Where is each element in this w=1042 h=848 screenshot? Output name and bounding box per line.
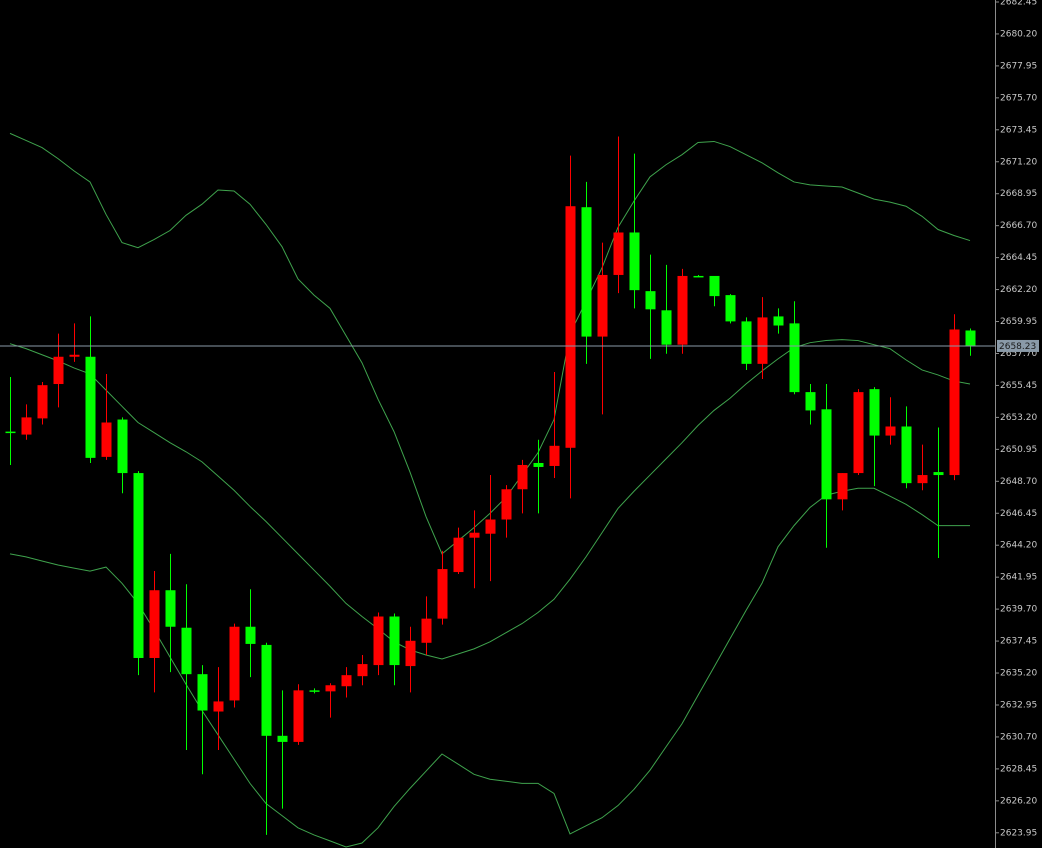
- candle-body: [757, 317, 768, 364]
- y-tick-label: 2675.70: [1000, 93, 1037, 103]
- candle-body: [165, 590, 176, 627]
- y-tick-label: 2639.70: [1000, 605, 1037, 615]
- candle-body: [117, 419, 128, 474]
- candle-body: [197, 674, 208, 711]
- candle-body: [549, 445, 560, 466]
- candle-body: [517, 464, 528, 490]
- y-tick-label: 2664.45: [1000, 253, 1037, 263]
- candle-body: [245, 626, 256, 644]
- candle-body: [805, 392, 816, 411]
- candle-body: [485, 519, 496, 534]
- candle-body: [773, 316, 784, 326]
- y-tick-label: 2668.95: [1000, 189, 1037, 199]
- y-tick-label: 2630.70: [1000, 732, 1037, 742]
- y-tick-label: 2682.45: [1000, 0, 1037, 7]
- y-tick-label: 2623.95: [1000, 828, 1037, 838]
- candle-body: [613, 232, 624, 275]
- candle-body: [837, 473, 848, 500]
- y-tick-label: 2657.70: [1000, 349, 1037, 359]
- candle-body: [725, 295, 736, 322]
- candle-body: [661, 310, 672, 345]
- y-tick-label: 2677.95: [1000, 61, 1037, 71]
- candle-body: [693, 275, 704, 278]
- candle-body: [453, 537, 464, 573]
- candle-body: [213, 701, 224, 712]
- y-tick-label: 2680.20: [1000, 29, 1037, 39]
- y-tick-label: 2637.45: [1000, 637, 1037, 647]
- candle-body: [53, 356, 64, 385]
- candle-body: [69, 354, 80, 357]
- candle-body: [965, 330, 976, 346]
- y-tick-label: 2644.20: [1000, 541, 1037, 551]
- y-tick-label: 2655.45: [1000, 381, 1037, 391]
- candle-body: [501, 489, 512, 520]
- candle-body: [325, 685, 336, 692]
- y-tick-label: 2653.20: [1000, 413, 1037, 423]
- candle-body: [597, 274, 608, 337]
- candle-body: [581, 207, 592, 337]
- band-line: [9, 339, 971, 660]
- candle-body: [853, 392, 864, 474]
- candle-body: [133, 473, 144, 658]
- y-tick-label: 2659.95: [1000, 317, 1037, 327]
- y-tick-label: 2666.70: [1000, 221, 1037, 231]
- candle-body: [917, 475, 928, 484]
- candle-body: [389, 616, 400, 666]
- candle-body: [357, 664, 368, 677]
- candle-body: [885, 426, 896, 436]
- candle-body: [469, 532, 480, 538]
- candle-body: [933, 472, 944, 476]
- y-tick-label: 2646.45: [1000, 509, 1037, 519]
- candle-body: [869, 389, 880, 436]
- candle-body: [405, 640, 416, 667]
- last-price-box: [997, 339, 1039, 352]
- candle-body: [709, 275, 720, 297]
- candle-body: [677, 275, 688, 345]
- candle-body: [645, 291, 656, 310]
- y-tick-label: 2673.45: [1000, 125, 1037, 135]
- y-tick-label: 2626.20: [1000, 796, 1037, 806]
- candle-body: [789, 323, 800, 393]
- candle-body: [741, 321, 752, 364]
- candle-body: [229, 626, 240, 701]
- candle-body: [949, 329, 960, 476]
- candle-body: [373, 616, 384, 666]
- candle-body: [277, 735, 288, 742]
- candle-body: [437, 569, 448, 619]
- candle-body: [629, 232, 640, 291]
- candle-body: [5, 431, 16, 434]
- candle-body: [101, 422, 112, 457]
- candle-body: [901, 426, 912, 484]
- candle-body: [421, 618, 432, 643]
- y-tick-label: 2662.20: [1000, 285, 1037, 295]
- y-tick-label: 2650.95: [1000, 445, 1037, 455]
- candle-body: [37, 385, 48, 419]
- candle-body: [181, 627, 192, 675]
- candle-body: [821, 409, 832, 500]
- y-tick-label: 2635.20: [1000, 669, 1037, 679]
- candle-body: [565, 206, 576, 448]
- candle-body: [85, 356, 96, 458]
- y-tick-label: 2641.95: [1000, 573, 1037, 583]
- y-tick-label: 2628.45: [1000, 764, 1037, 774]
- candle-body: [341, 675, 352, 687]
- candle-body: [21, 417, 32, 435]
- candle-body: [149, 590, 160, 658]
- candle-body: [261, 644, 272, 736]
- y-tick-label: 2671.20: [1000, 157, 1037, 167]
- candle-body: [309, 690, 320, 692]
- y-tick-label: 2632.95: [1000, 700, 1037, 710]
- candle-body: [533, 462, 544, 467]
- y-tick-label: 2648.70: [1000, 477, 1037, 487]
- candle-body: [293, 690, 304, 742]
- last-price-label: 2658.23: [999, 342, 1036, 352]
